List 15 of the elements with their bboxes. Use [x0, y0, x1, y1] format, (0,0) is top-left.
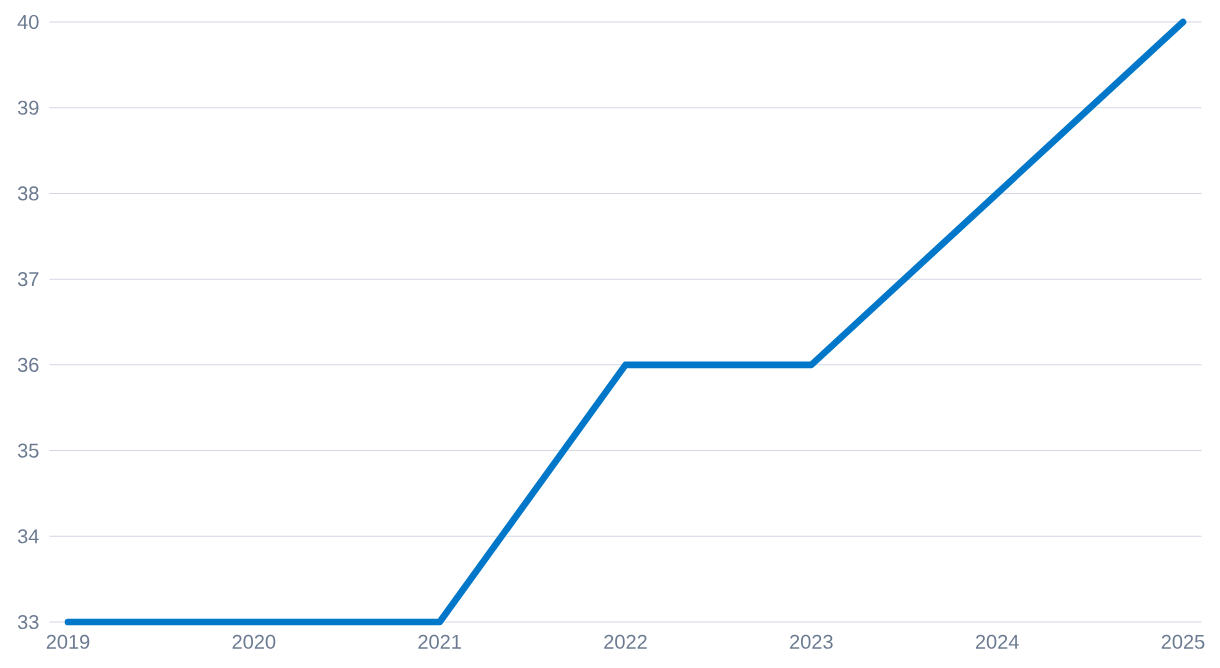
x-tick-label: 2022 [604, 634, 647, 649]
y-tick-label: 36 [17, 357, 39, 372]
x-tick-label: 2021 [418, 634, 461, 649]
y-tick-label: 40 [17, 14, 39, 30]
x-tick-label: 2020 [232, 634, 276, 649]
y-tick-label: 38 [17, 186, 39, 201]
y-tick-label: 33 [17, 614, 39, 630]
x-tick-label: 2019 [46, 634, 90, 649]
y-tick-label: 35 [17, 443, 39, 458]
x-tick-label: 2023 [790, 634, 833, 649]
x-tick-label: 2025 [1161, 634, 1205, 649]
y-tick-label: 39 [17, 100, 39, 115]
y-tick-label: 34 [17, 529, 39, 544]
y-tick-label: 37 [17, 272, 39, 287]
x-tick-label: 2024 [975, 634, 1019, 649]
